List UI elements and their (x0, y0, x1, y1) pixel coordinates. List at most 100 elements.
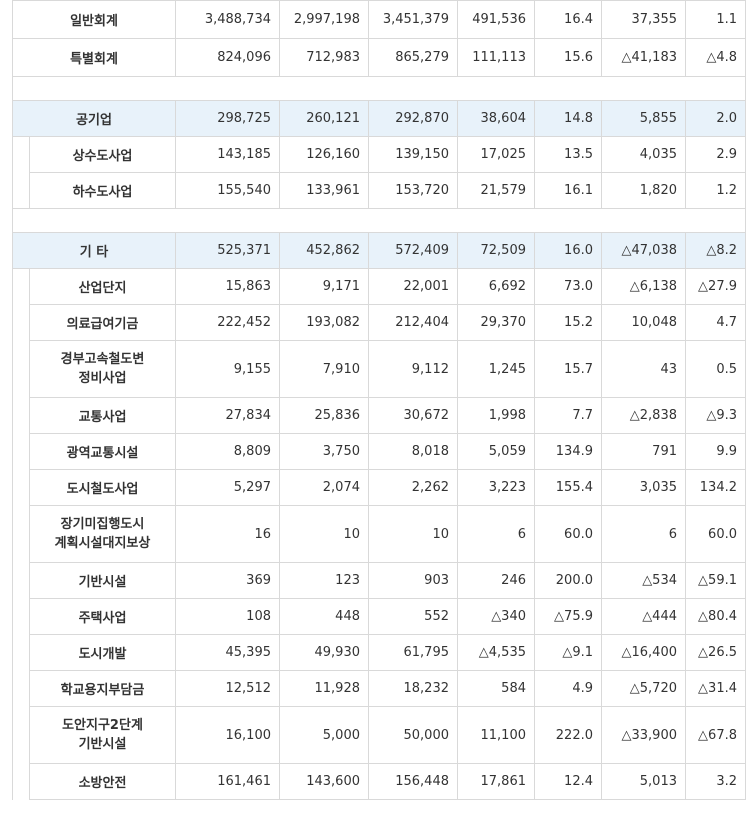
row-label-line: 경부고속철도변 (60, 352, 145, 367)
cell: 5,013 (601, 763, 686, 800)
cell: 2,997,198 (279, 0, 369, 39)
cell: △27.9 (685, 268, 746, 305)
cell: 45,395 (175, 634, 280, 671)
table-row: 경부고속철도변 정비사업 9,155 7,910 9,112 1,245 15.… (12, 340, 746, 398)
row-label: 일반회계 (12, 0, 176, 39)
cell: △26.5 (685, 634, 746, 671)
table-row: 의료급여기금 222,452 193,082 212,404 29,370 15… (12, 304, 746, 341)
table-row: 도시개발 45,395 49,930 61,795 △4,535 △9.1 △1… (12, 634, 746, 671)
row-label-line: 장기미집행도시 (60, 517, 145, 532)
cell: 3,488,734 (175, 0, 280, 39)
indent-cell (12, 172, 30, 209)
cell: 10,048 (601, 304, 686, 341)
row-label: 공기업 (12, 100, 176, 137)
section-header-row: 기 타 525,371 452,862 572,409 72,509 16.0 … (12, 232, 746, 269)
indent-cell (12, 268, 30, 305)
cell: 17,025 (457, 136, 535, 173)
cell: 9,171 (279, 268, 369, 305)
cell: 8,809 (175, 433, 280, 470)
cell: 17,861 (457, 763, 535, 800)
cell: 43 (601, 340, 686, 398)
row-label: 소방안전 (29, 763, 176, 800)
table-row: 기반시설 369 123 903 246 200.0 △534 △59.1 (12, 562, 746, 599)
cell: △31.4 (685, 670, 746, 707)
table-row: 도시철도사업 5,297 2,074 2,262 3,223 155.4 3,0… (12, 469, 746, 506)
cell: 9,155 (175, 340, 280, 398)
cell: 8,018 (368, 433, 458, 470)
cell: 200.0 (534, 562, 602, 599)
cell: △33,900 (601, 706, 686, 764)
cell: △6,138 (601, 268, 686, 305)
table-row: 상수도사업 143,185 126,160 139,150 17,025 13.… (12, 136, 746, 173)
table-row: 주택사업 108 448 552 △340 △75.9 △444 △80.4 (12, 598, 746, 635)
cell: 3,750 (279, 433, 369, 470)
cell: 193,082 (279, 304, 369, 341)
cell: 15.7 (534, 340, 602, 398)
cell: 143,185 (175, 136, 280, 173)
cell: 156,448 (368, 763, 458, 800)
cell: 15.6 (534, 38, 602, 77)
cell: △47,038 (601, 232, 686, 269)
cell: 369 (175, 562, 280, 599)
indent-cell (12, 340, 30, 398)
cell: 25,836 (279, 397, 369, 434)
cell: 3,223 (457, 469, 535, 506)
cell: 155,540 (175, 172, 280, 209)
cell: 903 (368, 562, 458, 599)
cell: △16,400 (601, 634, 686, 671)
row-label: 상수도사업 (29, 136, 176, 173)
cell: △4,535 (457, 634, 535, 671)
cell: 246 (457, 562, 535, 599)
row-label: 기 타 (12, 232, 176, 269)
cell: 155.4 (534, 469, 602, 506)
cell: 1,998 (457, 397, 535, 434)
cell: 491,536 (457, 0, 535, 39)
cell: 15.2 (534, 304, 602, 341)
cell: 73.0 (534, 268, 602, 305)
cell: △4.8 (685, 38, 746, 77)
cell: 49,930 (279, 634, 369, 671)
spacer-cell (12, 208, 746, 233)
cell: 222,452 (175, 304, 280, 341)
cell: 3.2 (685, 763, 746, 800)
cell: 584 (457, 670, 535, 707)
spacer-row (12, 76, 746, 101)
cell: 552 (368, 598, 458, 635)
cell: 5,000 (279, 706, 369, 764)
cell: 133,961 (279, 172, 369, 209)
cell: 10 (368, 505, 458, 563)
cell: △59.1 (685, 562, 746, 599)
cell: 11,100 (457, 706, 535, 764)
row-label: 도시철도사업 (29, 469, 176, 506)
cell: 791 (601, 433, 686, 470)
cell: 1,245 (457, 340, 535, 398)
cell: 7,910 (279, 340, 369, 398)
cell: 61,795 (368, 634, 458, 671)
cell: 525,371 (175, 232, 280, 269)
cell: 126,160 (279, 136, 369, 173)
cell: 222.0 (534, 706, 602, 764)
table-row: 소방안전 161,461 143,600 156,448 17,861 12.4… (12, 763, 746, 800)
indent-cell (12, 598, 30, 635)
cell: 212,404 (368, 304, 458, 341)
budget-table: 일반회계 3,488,734 2,997,198 3,451,379 491,5… (12, 0, 746, 800)
cell: 37,355 (601, 0, 686, 39)
cell: 5,297 (175, 469, 280, 506)
table-row: 일반회계 3,488,734 2,997,198 3,451,379 491,5… (12, 0, 746, 39)
cell: 4,035 (601, 136, 686, 173)
cell: 1.1 (685, 0, 746, 39)
cell: 16.4 (534, 0, 602, 39)
spacer-row (12, 208, 746, 233)
row-label: 광역교통시설 (29, 433, 176, 470)
cell: 2.0 (685, 100, 746, 137)
indent-cell (12, 433, 30, 470)
row-label: 장기미집행도시 계획시설대지보상 (29, 505, 176, 563)
cell: 139,150 (368, 136, 458, 173)
cell: △340 (457, 598, 535, 635)
cell: 1,820 (601, 172, 686, 209)
cell: 292,870 (368, 100, 458, 137)
row-label-line: 도안지구2단계 (62, 718, 143, 733)
row-label: 경부고속철도변 정비사업 (29, 340, 176, 398)
indent-cell (12, 634, 30, 671)
cell: △80.4 (685, 598, 746, 635)
